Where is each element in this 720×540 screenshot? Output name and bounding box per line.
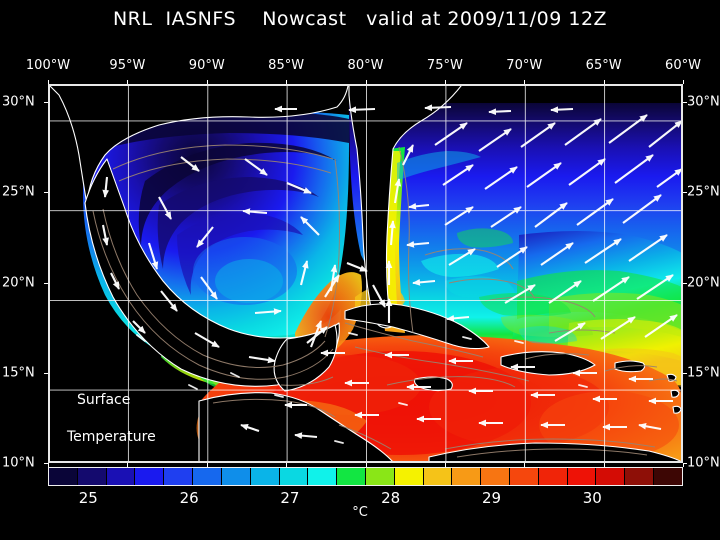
colorbar-cell-1: [77, 468, 107, 485]
colorbar-tick-label-3: 28: [381, 489, 401, 507]
lat-tick-label-right-4: 10°N: [687, 455, 720, 471]
colorbar-cell-21: [654, 468, 682, 485]
colorbar-cell-13: [423, 468, 453, 485]
lon-tick-bottom-7: [603, 463, 605, 467]
lon-tick-3: [286, 80, 288, 84]
colorbar-cell-4: [164, 468, 194, 485]
field-label-line1: Surface: [77, 392, 131, 408]
lat-tick-right-0: [683, 102, 687, 104]
lat-tick-left-4: [44, 463, 48, 464]
lon-tick-label-6: 70°W: [506, 58, 543, 73]
lon-tick-label-3: 85°W: [268, 58, 305, 73]
lon-tick-2: [206, 80, 208, 84]
colorbar-cell-6: [221, 468, 251, 485]
lat-tick-right-1: [683, 192, 687, 194]
colorbar-cell-14: [452, 468, 482, 485]
colorbar-tick-label-1: 26: [179, 489, 199, 507]
colorbar-tick-label-5: 30: [582, 489, 602, 507]
lon-tick-label-1: 95°W: [109, 58, 146, 73]
sst-map-plot[interactable]: Surface Temperature: [48, 84, 683, 463]
lon-tick-label-4: 80°W: [347, 58, 384, 73]
lon-tick-label-8: 60°W: [665, 58, 701, 73]
lat-tick-left-2: [44, 282, 48, 284]
colorbar-cell-16: [510, 468, 539, 485]
colorbar-tick-label-0: 25: [78, 489, 98, 507]
lon-tick-bottom-4: [365, 463, 367, 467]
colorbar-cell-20: [625, 468, 655, 485]
colorbar-cell-8: [279, 468, 309, 485]
lat-tick-left-0: [44, 102, 48, 104]
colorbar-cell-19: [596, 468, 626, 485]
colorbar-cell-2: [106, 468, 136, 485]
lon-tick-8: [683, 80, 684, 84]
lat-tick-label-right-1: 25°N: [687, 184, 720, 200]
lon-tick-label-7: 65°W: [585, 58, 622, 73]
lat-tick-right-2: [683, 282, 687, 284]
lon-tick-bottom-8: [683, 463, 684, 467]
lon-tick-label-0: 100°W: [25, 58, 71, 73]
colorbar-cell-10: [337, 468, 366, 485]
lat-tick-right-3: [683, 372, 687, 374]
lat-tick-label-left-3: 15°N: [2, 365, 35, 381]
colorbar-unit-label: °C: [352, 505, 368, 520]
colorbar-cell-18: [567, 468, 597, 485]
lat-tick-right-4: [683, 463, 687, 464]
lon-tick-bottom-6: [524, 463, 526, 467]
colorbar-cell-15: [481, 468, 510, 485]
lat-tick-label-left-2: 20°N: [2, 275, 35, 291]
page-title: NRL IASNFS Nowcast valid at 2009/11/09 1…: [112, 8, 608, 30]
lon-tick-5: [444, 80, 446, 84]
colorbar-cell-12: [394, 468, 424, 485]
lon-tick-7: [603, 80, 605, 84]
lon-tick-bottom-3: [286, 463, 288, 467]
lat-tick-label-left-4: 10°N: [2, 455, 35, 471]
lon-tick-4: [365, 80, 367, 84]
colorbar-cell-5: [193, 468, 222, 485]
lon-tick-bottom-1: [127, 463, 129, 467]
lon-tick-0: [48, 80, 49, 84]
lat-tick-label-left-0: 30°N: [2, 94, 35, 110]
colorbar-cell-3: [135, 468, 165, 485]
lon-tick-label-2: 90°W: [188, 58, 225, 73]
colorbar-cell-9: [308, 468, 338, 485]
lat-tick-label-right-3: 15°N: [687, 365, 720, 381]
lon-tick-6: [524, 80, 526, 84]
lon-tick-bottom-2: [206, 463, 208, 467]
colorbar-tick-label-4: 29: [481, 489, 502, 507]
colorbar-cell-7: [250, 468, 280, 485]
lat-tick-label-right-0: 30°N: [687, 94, 720, 110]
colorbar-cell-11: [365, 468, 395, 485]
colorbar-cell-17: [538, 468, 568, 485]
lat-tick-label-right-2: 20°N: [687, 275, 720, 291]
colorbar-tick-label-2: 27: [280, 489, 300, 507]
colorbar[interactable]: [48, 467, 683, 486]
lat-tick-left-1: [44, 192, 48, 194]
field-label-line2: Temperature: [67, 429, 156, 445]
lat-tick-left-3: [44, 372, 48, 374]
lon-tick-bottom-0: [48, 463, 49, 467]
lon-tick-bottom-5: [444, 463, 446, 467]
lat-tick-label-left-1: 25°N: [2, 184, 35, 200]
lon-tick-1: [127, 80, 129, 84]
colorbar-cell-0: [49, 468, 78, 485]
lon-tick-label-5: 75°W: [426, 58, 463, 73]
